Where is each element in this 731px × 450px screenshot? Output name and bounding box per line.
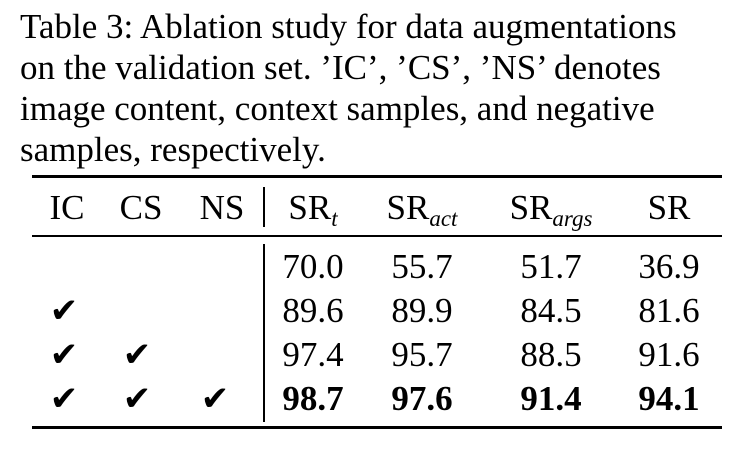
header-ns: NS bbox=[199, 188, 245, 227]
header-sr-act: SRact bbox=[386, 188, 458, 231]
table-cell: 97.6 bbox=[391, 379, 453, 418]
column-separator bbox=[263, 244, 265, 422]
table-cell: 70.0 bbox=[282, 247, 344, 286]
table-cell: 97.4 bbox=[282, 335, 344, 374]
header-sr-args: SRargs bbox=[509, 188, 593, 231]
check-icon: ✔ bbox=[49, 335, 79, 375]
caption-line: on the validation set. ’IC’, ’CS’, ’NS’ … bbox=[20, 48, 661, 87]
table-bottom-rule bbox=[32, 426, 722, 429]
column-separator bbox=[263, 187, 265, 227]
table-cell: 55.7 bbox=[391, 247, 453, 286]
check-icon: ✔ bbox=[122, 379, 152, 419]
header-ic: IC bbox=[49, 188, 85, 227]
table-cell: 89.9 bbox=[391, 291, 453, 330]
check-icon: ✔ bbox=[49, 379, 79, 419]
table-cell: 89.6 bbox=[282, 291, 344, 330]
caption-line: image content, context samples, and nega… bbox=[20, 89, 655, 128]
caption-line: Table 3: Ablation study for data augment… bbox=[20, 7, 677, 46]
table-cell: 91.6 bbox=[638, 335, 700, 374]
table-cell: 95.7 bbox=[391, 335, 453, 374]
table-cell: 84.5 bbox=[520, 291, 582, 330]
table-cell: 81.6 bbox=[638, 291, 700, 330]
table-cell: 91.4 bbox=[520, 379, 582, 418]
table-cell: 51.7 bbox=[520, 247, 582, 286]
caption-line: samples, respectively. bbox=[20, 130, 326, 169]
check-icon: ✔ bbox=[49, 291, 79, 331]
table-cell: 88.5 bbox=[520, 335, 582, 374]
header-sr-t: SRt bbox=[288, 188, 338, 231]
table-top-rule bbox=[32, 175, 722, 178]
check-icon: ✔ bbox=[122, 335, 152, 375]
header-cs: CS bbox=[119, 188, 163, 227]
check-icon: ✔ bbox=[200, 379, 230, 419]
table-caption: Table 3: Ablation study for data augment… bbox=[20, 6, 720, 170]
table-header-rule bbox=[32, 235, 722, 237]
table-cell: 94.1 bbox=[638, 379, 700, 418]
table-cell: 98.7 bbox=[282, 379, 344, 418]
header-sr: SR bbox=[647, 188, 691, 227]
table-cell: 36.9 bbox=[638, 247, 700, 286]
